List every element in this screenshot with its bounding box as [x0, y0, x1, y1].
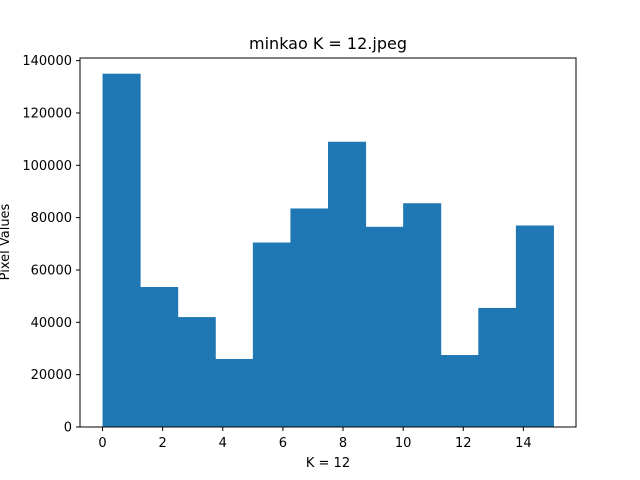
x-axis-title: K = 12	[306, 456, 350, 471]
histogram-bar-0	[102, 73, 141, 428]
y-axis-title: Pixel Values	[0, 203, 13, 280]
y-tick-label: 80000	[31, 211, 72, 226]
histogram-bar-3	[215, 358, 254, 427]
y-axis-ticks: 0 20000 40000 60000 80000 100000 120000 140000	[22, 54, 80, 436]
bars-group	[102, 73, 554, 428]
plot-frame	[79, 57, 577, 428]
x-tick-label: 12	[455, 436, 472, 451]
x-tick-label: 0	[98, 436, 106, 451]
histogram-bar-1	[140, 286, 179, 427]
y-tick-label: 20000	[31, 368, 72, 383]
y-tick-label: 60000	[31, 263, 72, 278]
histogram-bar-11	[515, 225, 554, 427]
histogram-bar-10	[478, 307, 517, 427]
x-tick-label: 10	[395, 436, 412, 451]
histogram-bar-9	[440, 355, 479, 427]
histogram-bar-8	[403, 203, 442, 427]
y-tick-label: 40000	[31, 316, 72, 331]
x-tick-label: 6	[279, 436, 287, 451]
histogram-bar-4	[252, 242, 291, 427]
histogram-bar-2	[177, 317, 216, 427]
chart-title: minkao K = 12.jpeg	[249, 34, 407, 53]
y-tick-label: 140000	[22, 54, 72, 69]
x-tick-label: 4	[219, 436, 227, 451]
x-tick-label: 8	[339, 436, 347, 451]
y-tick-label: 120000	[22, 106, 72, 121]
histogram-bar-7	[365, 226, 404, 427]
y-tick-label: 100000	[22, 159, 72, 174]
y-tick-label: 0	[64, 421, 72, 436]
histogram-bar-6	[328, 141, 367, 427]
x-tick-label: 2	[159, 436, 167, 451]
histogram-bar-5	[290, 208, 329, 427]
x-tick-label: 14	[515, 436, 532, 451]
x-axis-ticks: 0 2 4 6 8 10 12 14	[98, 427, 532, 451]
